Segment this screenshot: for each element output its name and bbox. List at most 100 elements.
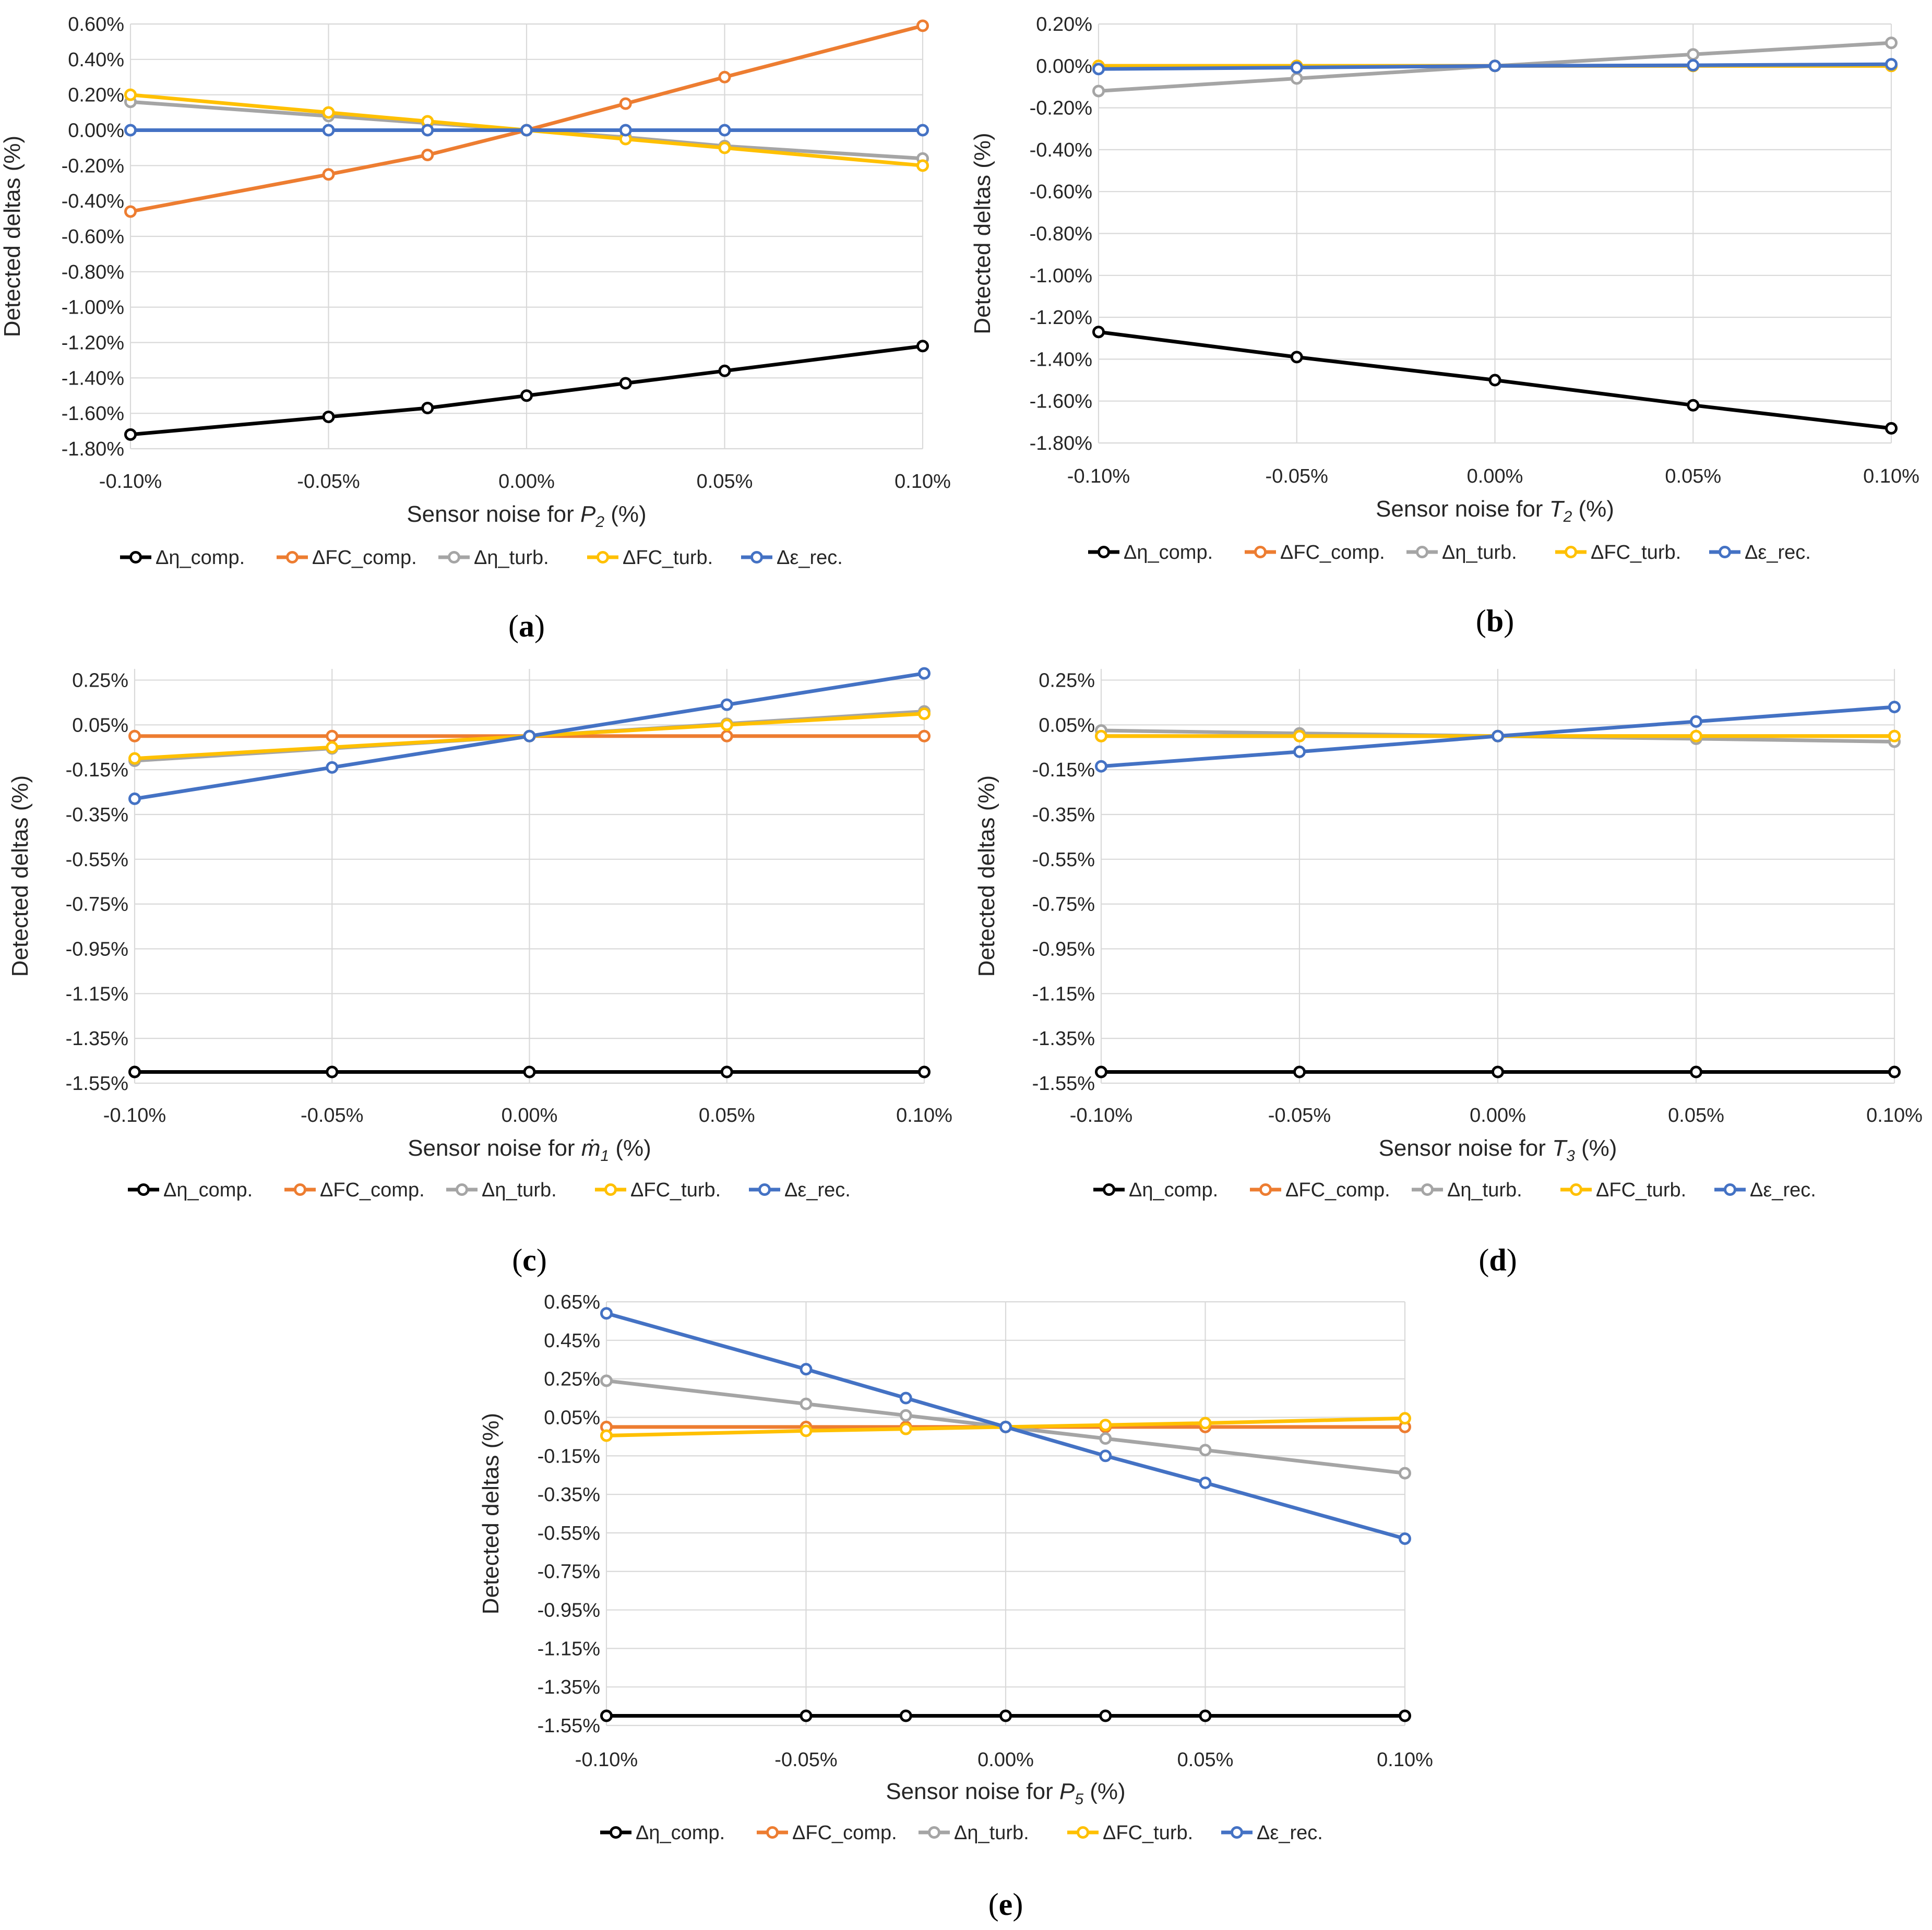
legend-label: Δη_comp. bbox=[636, 1822, 725, 1844]
data-point-fc_comp bbox=[916, 19, 929, 32]
x-tick-label: 0.00% bbox=[977, 1749, 1034, 1771]
y-tick-label: -1.15% bbox=[66, 983, 128, 1005]
data-point-fc_turb bbox=[326, 741, 339, 754]
legend-label: Δη_comp. bbox=[1124, 542, 1213, 564]
legend-label: ΔFC_comp. bbox=[1285, 1179, 1390, 1201]
caption-letter: a bbox=[519, 609, 534, 643]
data-point-eta_turb bbox=[899, 1409, 912, 1422]
y-tick-label: 0.45% bbox=[544, 1330, 600, 1352]
legend-label: Δε_rec. bbox=[1745, 542, 1811, 564]
caption-close-paren: ) bbox=[1012, 1887, 1023, 1922]
data-point-eta_comp bbox=[1885, 422, 1898, 435]
legend-label: ΔFC_turb. bbox=[1591, 542, 1681, 564]
x-axis-label-suffix: (%) bbox=[604, 501, 647, 527]
data-point-eps_rec bbox=[918, 667, 931, 680]
legend-marker-fc_turb bbox=[1570, 1183, 1582, 1196]
legend-marker-fc_comp bbox=[286, 551, 299, 564]
legend-label: Δη_comp. bbox=[156, 547, 245, 569]
x-axis-label-variable: ṁ bbox=[581, 1135, 601, 1161]
y-tick-label: 0.20% bbox=[1036, 14, 1092, 35]
legend-marker-fc_comp bbox=[766, 1826, 779, 1839]
y-tick-label: -0.35% bbox=[538, 1484, 600, 1506]
data-point-eps_rec bbox=[1690, 715, 1702, 728]
legend-marker-eps_rec bbox=[750, 551, 763, 564]
legend-label: Δη_turb. bbox=[474, 547, 549, 569]
x-tick-label: -0.10% bbox=[1067, 465, 1130, 487]
data-point-eta_comp bbox=[1888, 1065, 1901, 1078]
x-tick-label: 0.10% bbox=[1863, 465, 1919, 487]
x-tick-label: 0.10% bbox=[1866, 1105, 1923, 1126]
x-tick-label: -0.05% bbox=[297, 471, 360, 493]
legend-label: Δε_rec. bbox=[784, 1179, 851, 1201]
data-point-eta_turb bbox=[1099, 1432, 1112, 1445]
legend-marker-eta_comp bbox=[137, 1183, 150, 1196]
data-point-eps_rec bbox=[421, 124, 434, 137]
data-point-eta_comp bbox=[1095, 1065, 1107, 1078]
data-point-eta_comp bbox=[1690, 1065, 1702, 1078]
y-tick-label: 0.65% bbox=[544, 1291, 600, 1313]
x-tick-label: -0.05% bbox=[1268, 1105, 1331, 1126]
panel-caption: (d) bbox=[1478, 1243, 1517, 1277]
data-point-eps_rec bbox=[1885, 58, 1898, 71]
y-tick-label: -1.55% bbox=[538, 1715, 600, 1737]
legend-marker-fc_turb bbox=[597, 551, 609, 564]
data-point-eta_turb bbox=[1885, 37, 1898, 50]
x-tick-label: -0.10% bbox=[575, 1749, 638, 1771]
y-tick-label: 0.20% bbox=[68, 85, 124, 106]
panel-c: -1.55% -1.35% -1.15% -0.95% -0.75% -0.55% -0.3… bbox=[7, 667, 952, 1277]
x-tick-label: 0.00% bbox=[498, 471, 555, 493]
x-axis-label-suffix: (%) bbox=[609, 1135, 651, 1161]
panel-caption: (b) bbox=[1476, 604, 1514, 638]
data-point-eta_turb bbox=[1687, 48, 1700, 61]
caption-open-paren: ( bbox=[512, 1243, 522, 1277]
y-tick-label: -1.40% bbox=[62, 367, 124, 389]
legend: Δη_comp. ΔFC_comp. Δη_turb. ΔFC_turb. Δε_rec… bbox=[600, 1822, 1323, 1844]
panel-caption: (e) bbox=[988, 1887, 1023, 1922]
y-tick-label: -0.75% bbox=[538, 1561, 600, 1583]
y-tick-label: -1.15% bbox=[538, 1638, 600, 1660]
panel-b: -1.80% -1.60% -1.40% -1.20% -1.00% -0.80% -0.6… bbox=[970, 14, 1919, 638]
data-point-eta_comp bbox=[421, 401, 434, 414]
y-tick-label: -1.35% bbox=[1032, 1028, 1095, 1050]
data-point-fc_turb bbox=[322, 106, 335, 119]
data-point-eps_rec bbox=[720, 698, 733, 711]
data-point-eta_comp bbox=[1199, 1709, 1212, 1722]
x-axis-label-variable: P bbox=[1059, 1779, 1075, 1804]
data-point-fc_comp bbox=[128, 729, 141, 742]
data-point-fc_turb bbox=[1293, 729, 1306, 742]
legend-marker-fc_comp bbox=[1259, 1183, 1272, 1196]
x-axis-label-prefix: Sensor noise for bbox=[886, 1779, 1059, 1804]
y-tick-label: -0.40% bbox=[62, 190, 124, 212]
data-point-fc_turb bbox=[1099, 1419, 1112, 1432]
data-point-eta_turb bbox=[800, 1397, 813, 1410]
legend-label: Δε_rec. bbox=[1750, 1179, 1816, 1201]
data-point-fc_turb bbox=[800, 1424, 813, 1437]
data-point-fc_turb bbox=[1690, 729, 1702, 742]
y-tick-label: -0.60% bbox=[62, 226, 124, 248]
x-tick-label: 0.05% bbox=[1665, 465, 1721, 487]
y-tick-label: 0.25% bbox=[1039, 669, 1095, 691]
data-point-eta_comp bbox=[322, 410, 335, 423]
data-point-fc_comp bbox=[720, 729, 733, 742]
x-axis-label-variable: T bbox=[1549, 496, 1565, 522]
y-tick-label: 0.25% bbox=[544, 1369, 600, 1390]
panel-d: -1.55% -1.35% -1.15% -0.95% -0.75% -0.55% -0.3… bbox=[974, 669, 1923, 1277]
y-tick-label: -1.55% bbox=[1032, 1073, 1095, 1095]
x-axis-label-subscript: 1 bbox=[600, 1147, 609, 1165]
x-tick-label: 0.10% bbox=[1377, 1749, 1433, 1771]
y-tick-label: -0.95% bbox=[66, 938, 128, 960]
x-tick-label: 0.10% bbox=[895, 471, 951, 493]
data-point-fc_turb bbox=[124, 88, 137, 101]
data-point-fc_turb bbox=[1888, 729, 1901, 742]
legend-label: ΔFC_comp. bbox=[312, 547, 417, 569]
data-point-eps_rec bbox=[999, 1420, 1012, 1433]
x-tick-label: -0.10% bbox=[1070, 1105, 1132, 1126]
y-tick-label: -0.55% bbox=[66, 849, 128, 871]
data-point-eta_comp bbox=[800, 1709, 813, 1722]
data-point-eta_comp bbox=[326, 1065, 339, 1078]
x-tick-label: 0.05% bbox=[697, 471, 753, 493]
y-tick-label: 0.40% bbox=[68, 49, 124, 71]
legend-marker-fc_comp bbox=[1254, 546, 1267, 558]
data-point-eps_rec bbox=[916, 124, 929, 137]
y-tick-label: -1.40% bbox=[1030, 349, 1092, 370]
